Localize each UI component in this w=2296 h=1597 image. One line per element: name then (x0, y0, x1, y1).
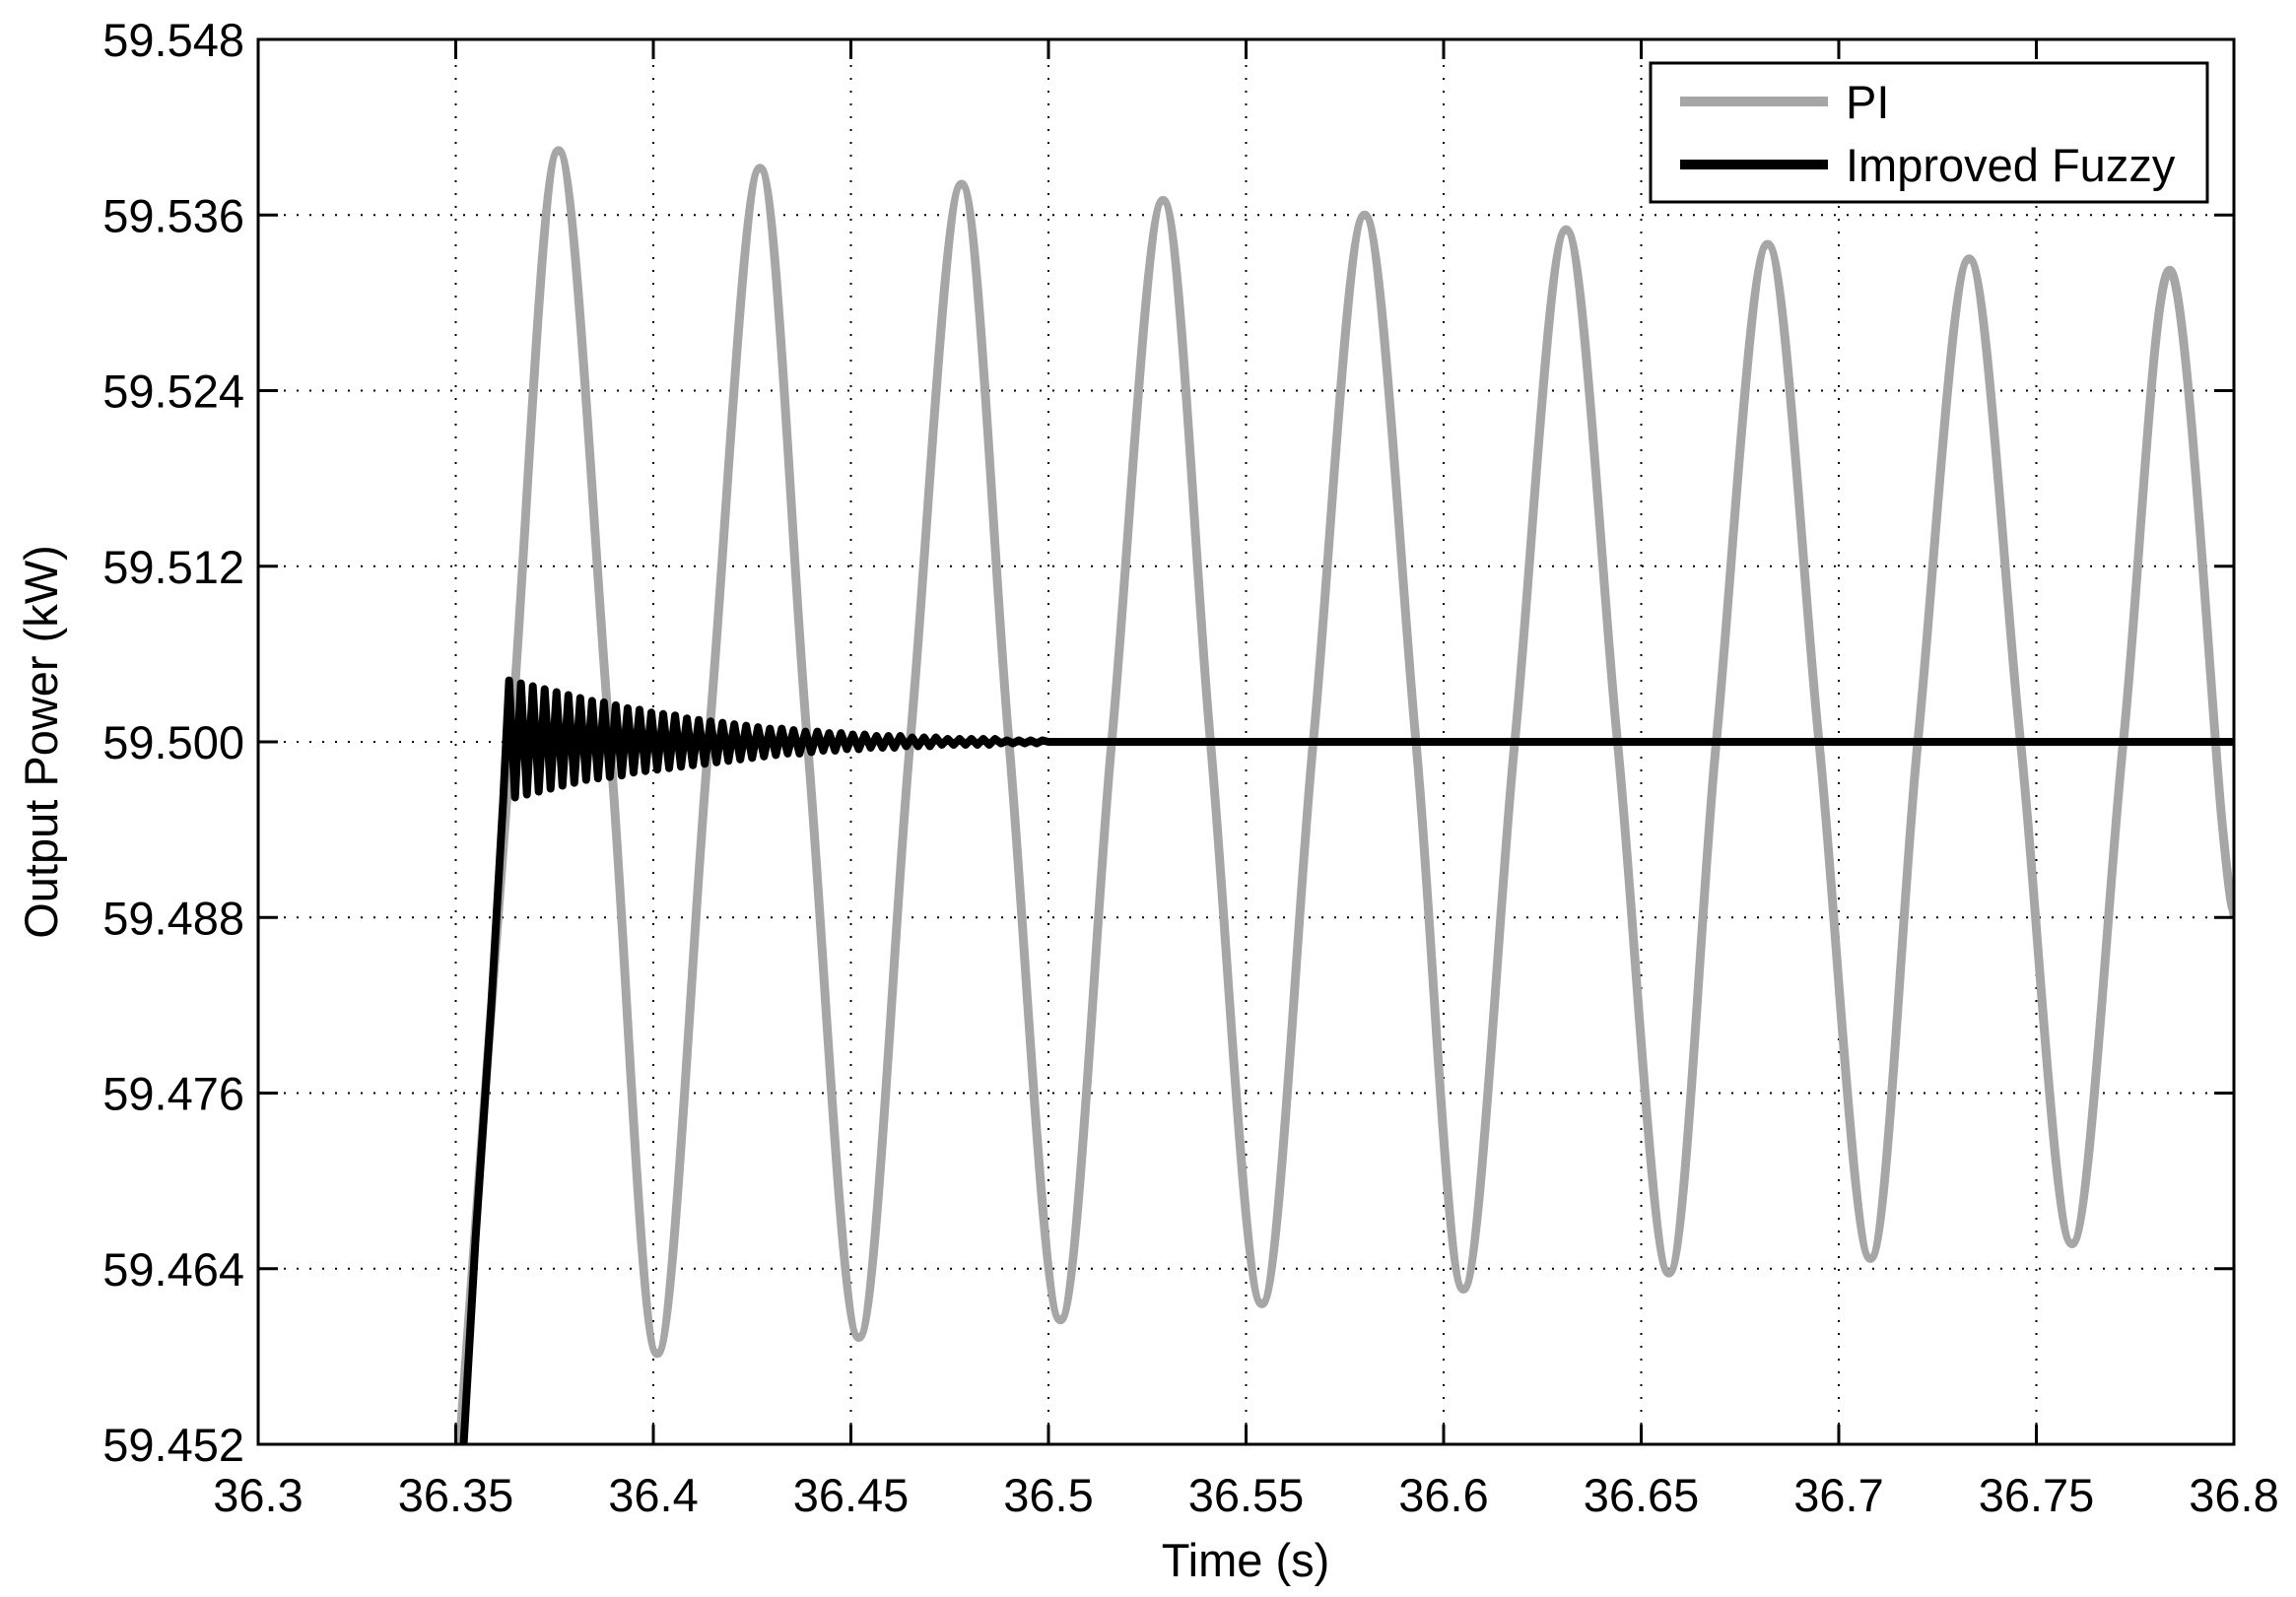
x-tick-label: 36.35 (398, 1469, 514, 1521)
y-axis-label: Output Power (kW) (15, 545, 67, 939)
x-tick-label: 36.55 (1188, 1469, 1305, 1521)
x-tick-label: 36.8 (2189, 1469, 2278, 1521)
x-tick-label: 36.4 (608, 1469, 698, 1521)
x-tick-label: 36.65 (1584, 1469, 1700, 1521)
legend: PI Improved Fuzzy (1649, 61, 2209, 204)
x-axis-label: Time (s) (1162, 1534, 1330, 1586)
y-tick-label: 59.500 (102, 716, 244, 768)
y-tick-labels: 59.452 59.464 59.476 59.488 59.500 59.512 59.5… (102, 14, 244, 1471)
y-tick-label: 59.548 (102, 14, 244, 66)
series-line-improved-fuzzy (459, 676, 2234, 1444)
x-tick-label: 36.6 (1398, 1469, 1488, 1521)
tick-marks (256, 37, 2236, 1446)
x-tick-label: 36.5 (1003, 1469, 1093, 1521)
y-tick-label: 59.464 (102, 1243, 244, 1296)
legend-label-pi: PI (1846, 76, 1889, 128)
y-tick-label: 59.488 (102, 892, 244, 944)
y-tick-label: 59.524 (102, 366, 244, 418)
legend-label-improved-fuzzy: Improved Fuzzy (1846, 139, 2176, 191)
legend-box (1649, 61, 2209, 204)
x-tick-label: 36.3 (213, 1469, 303, 1521)
x-tick-label: 36.45 (793, 1469, 910, 1521)
y-tick-label: 59.476 (102, 1068, 244, 1120)
x-tick-labels: 36.3 36.35 36.4 36.45 36.5 36.55 36.6 36.65 36.7… (213, 1469, 2278, 1521)
y-tick-label: 59.512 (102, 541, 244, 593)
x-tick-label: 36.7 (1793, 1469, 1883, 1521)
series-layer (455, 146, 2234, 1444)
x-tick-label: 36.75 (1979, 1469, 2095, 1521)
y-tick-label: 59.536 (102, 189, 244, 241)
series-line-pi (455, 146, 2234, 1444)
y-tick-label: 59.452 (102, 1419, 244, 1471)
